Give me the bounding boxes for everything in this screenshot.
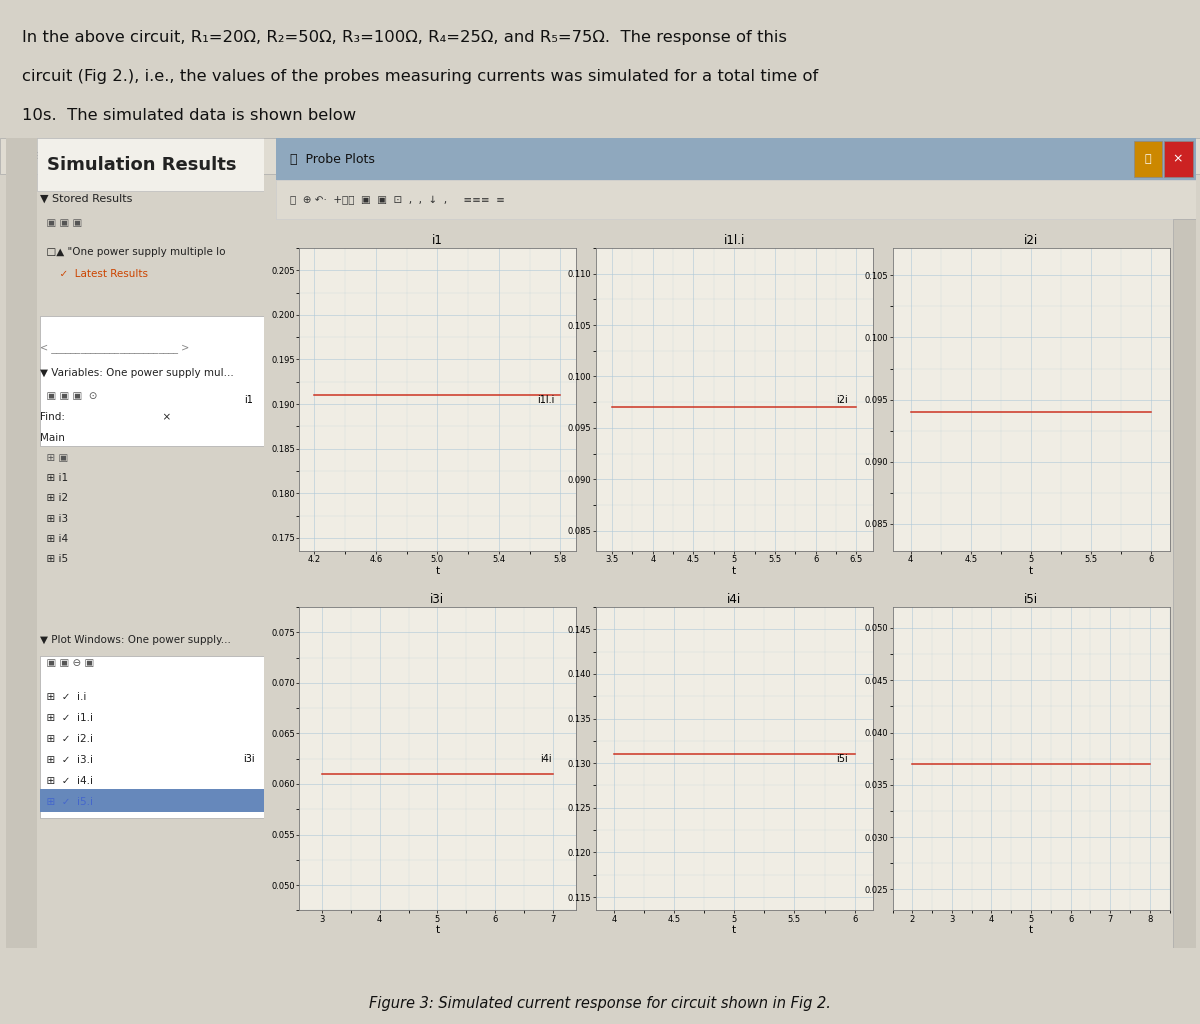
Bar xyxy=(40,316,264,445)
Y-axis label: i1: i1 xyxy=(245,394,253,404)
Text: ⊞ i2: ⊞ i2 xyxy=(40,494,67,504)
Text: ⊞  ✓  i3.i: ⊞ ✓ i3.i xyxy=(40,755,92,765)
Bar xyxy=(40,788,264,812)
Text: 🔗  ⊕ ↶·  +🔍🔍  ▣  ▣  ⊡  ,  ,  ↓  ,     ≡≡≡  ≡: 🔗 ⊕ ↶· +🔍🔍 ▣ ▣ ⊡ , , ↓ , ≡≡≡ ≡ xyxy=(290,195,505,205)
X-axis label: t: t xyxy=(436,566,439,575)
Text: In the above circuit, R₁=20Ω, R₂=50Ω, R₃=100Ω, R₄=25Ω, and R₅=75Ω.  The response: In the above circuit, R₁=20Ω, R₂=50Ω, R₃… xyxy=(22,31,787,45)
Text: ⊞ i4: ⊞ i4 xyxy=(40,534,67,544)
Bar xyxy=(6,138,37,947)
Title: i4i: i4i xyxy=(727,593,742,606)
Title: i3i: i3i xyxy=(431,593,444,606)
X-axis label: t: t xyxy=(732,566,737,575)
Bar xyxy=(1174,219,1196,947)
Bar xyxy=(40,656,264,818)
X-axis label: t: t xyxy=(1028,566,1033,575)
Text: □▲ "One power supply multiple lo: □▲ "One power supply multiple lo xyxy=(40,247,226,257)
Title: i1l.i: i1l.i xyxy=(724,233,745,247)
Text: ×: × xyxy=(1169,151,1176,161)
Text: 10s.  The simulated data is shown below: 10s. The simulated data is shown below xyxy=(22,108,355,123)
Bar xyxy=(37,138,264,190)
Y-axis label: i3i: i3i xyxy=(242,754,254,764)
Text: ▼ Variables: One power supply mul...: ▼ Variables: One power supply mul... xyxy=(40,368,233,378)
Y-axis label: i1l.i: i1l.i xyxy=(536,394,554,404)
Bar xyxy=(1111,140,1133,171)
Text: ⧉: ⧉ xyxy=(1145,155,1151,164)
Text: ✓  Latest Results: ✓ Latest Results xyxy=(40,269,148,280)
Text: ⊞ i5: ⊞ i5 xyxy=(40,554,67,564)
Text: ▣ ▣ ▣: ▣ ▣ ▣ xyxy=(40,218,82,228)
X-axis label: t: t xyxy=(1028,925,1033,935)
Bar xyxy=(276,138,1196,180)
Text: ▣ ▣ ⊖ ▣: ▣ ▣ ⊖ ▣ xyxy=(40,657,94,668)
Bar xyxy=(1162,140,1183,171)
Text: < __________________________ >: < __________________________ > xyxy=(40,344,188,353)
Y-axis label: i5i: i5i xyxy=(836,754,848,764)
Text: ⊞ i3: ⊞ i3 xyxy=(40,514,67,523)
Text: Main: Main xyxy=(40,433,65,442)
Text: ⊞  ✓  i2.i: ⊞ ✓ i2.i xyxy=(40,734,92,743)
Text: ▣ ▣ ▣  ⊙: ▣ ▣ ▣ ⊙ xyxy=(40,390,97,400)
Text: Find:                              ×: Find: × xyxy=(40,413,170,423)
Bar xyxy=(276,180,1196,219)
X-axis label: t: t xyxy=(732,925,737,935)
Text: ▼ Plot Windows: One power supply...: ▼ Plot Windows: One power supply... xyxy=(40,635,230,645)
Title: i5i: i5i xyxy=(1024,593,1038,606)
Bar xyxy=(1136,140,1158,171)
Bar xyxy=(0,138,1200,174)
Text: Simulation Results: Simulation Results xyxy=(47,156,236,173)
Y-axis label: i4i: i4i xyxy=(540,754,552,764)
Text: ⊞  ✓  i1.i: ⊞ ✓ i1.i xyxy=(40,713,92,723)
Text: ×: × xyxy=(1172,153,1183,166)
Text: ⊞ i1: ⊞ i1 xyxy=(40,473,67,483)
Text: circuit (Fig 2.), i.e., the values of the probes measuring currents was simulate: circuit (Fig 2.), i.e., the values of th… xyxy=(22,70,818,84)
Title: i2i: i2i xyxy=(1024,233,1038,247)
Text: Figure 3: Simulated current response for circuit shown in Fig 2.: Figure 3: Simulated current response for… xyxy=(370,996,830,1011)
Text: 🗗  Probe Plots: 🗗 Probe Plots xyxy=(290,153,374,166)
Title: i1: i1 xyxy=(432,233,443,247)
Text: -: - xyxy=(1121,151,1123,161)
Bar xyxy=(1134,141,1163,177)
Text: ⊞  ✓  i4.i: ⊞ ✓ i4.i xyxy=(40,776,92,785)
Text: ⊞  ✓  i.i: ⊞ ✓ i.i xyxy=(40,691,86,701)
Bar xyxy=(1164,141,1193,177)
Text: ⊞ ▣: ⊞ ▣ xyxy=(40,453,67,463)
Y-axis label: i2i: i2i xyxy=(836,394,848,404)
Text: ⊞  ✓  i5.i: ⊞ ✓ i5.i xyxy=(40,797,92,807)
Text: Analysis Window : Simulation Results: Analysis Window : Simulation Results xyxy=(18,150,238,163)
X-axis label: t: t xyxy=(436,925,439,935)
Text: ▼ Stored Results: ▼ Stored Results xyxy=(40,194,132,204)
Text: □: □ xyxy=(1142,151,1152,161)
